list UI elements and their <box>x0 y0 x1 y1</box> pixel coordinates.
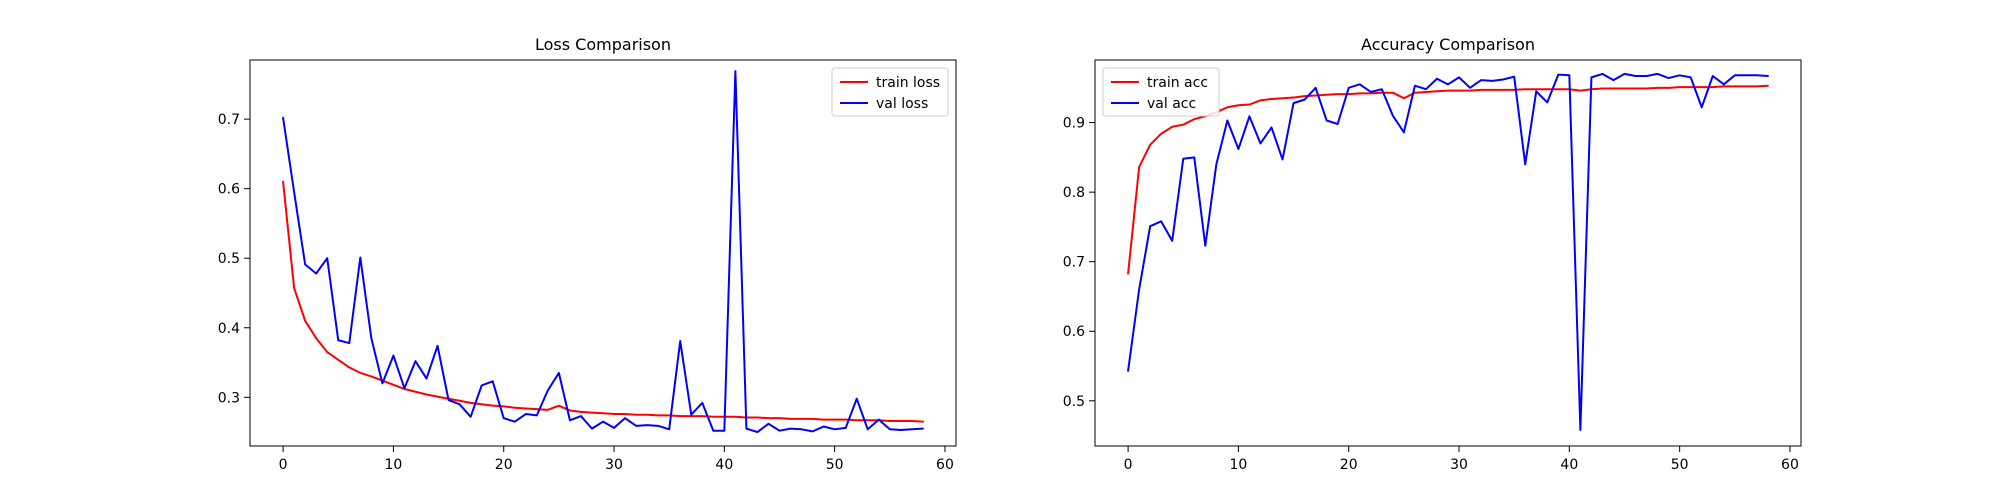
accuracy-x-tick-label: 40 <box>1560 457 1578 473</box>
accuracy-legend-label: val acc <box>1147 96 1196 112</box>
accuracy-legend-label: train acc <box>1147 75 1208 91</box>
loss-legend-label: val loss <box>876 96 928 112</box>
loss-x-tick-label: 10 <box>384 457 402 473</box>
accuracy-y-tick-label: 0.7 <box>1063 255 1085 271</box>
accuracy-x-tick-label: 0 <box>1124 457 1133 473</box>
accuracy-y-tick-label: 0.9 <box>1063 116 1085 132</box>
loss-legend: train loss val loss <box>831 67 949 117</box>
accuracy-x-tick-label: 20 <box>1340 457 1358 473</box>
loss-y-tick-label: 0.4 <box>218 321 240 337</box>
accuracy-plot-frame <box>1094 59 1802 447</box>
loss-series-line-train-loss <box>282 180 924 423</box>
accuracy-x-tick-label: 30 <box>1450 457 1468 473</box>
loss-y-tick-label: 0.7 <box>218 112 240 128</box>
accuracy-chart-title: Accuracy Comparison <box>1361 35 1535 54</box>
loss-plot-frame <box>249 59 957 447</box>
loss-chart-panel: Loss Comparison 0 10 20 30 40 50 60 0.3 0.4 0.5 0.6… <box>218 35 957 473</box>
accuracy-x-tick-label: 10 <box>1229 457 1247 473</box>
accuracy-x-tick-label: 50 <box>1671 457 1689 473</box>
loss-y-tick-label: 0.6 <box>218 182 240 198</box>
accuracy-legend: train acc val acc <box>1102 67 1220 117</box>
loss-chart-title: Loss Comparison <box>535 35 671 54</box>
loss-series-line-val-loss <box>282 70 924 434</box>
loss-x-tick-label: 30 <box>605 457 623 473</box>
loss-y-tick-label: 0.3 <box>218 390 240 406</box>
accuracy-y-tick-label: 0.5 <box>1063 394 1085 410</box>
loss-x-tick-label: 40 <box>715 457 733 473</box>
loss-x-tick-label: 0 <box>279 457 288 473</box>
accuracy-y-tick-label: 0.6 <box>1063 324 1085 340</box>
loss-x-tick-label: 20 <box>495 457 513 473</box>
accuracy-y-tick-label: 0.8 <box>1063 185 1085 201</box>
loss-legend-label: train loss <box>876 75 940 91</box>
loss-x-tick-label: 50 <box>826 457 844 473</box>
accuracy-series-line-train-acc <box>1127 84 1769 275</box>
loss-y-tick-label: 0.5 <box>218 251 240 267</box>
accuracy-series-line-val-acc <box>1127 72 1769 431</box>
loss-x-tick-label: 60 <box>936 457 954 473</box>
accuracy-chart-panel: Accuracy Comparison 0 10 20 30 40 50 60 0.5 0.6 0.… <box>1063 35 1802 473</box>
accuracy-x-tick-label: 60 <box>1781 457 1799 473</box>
